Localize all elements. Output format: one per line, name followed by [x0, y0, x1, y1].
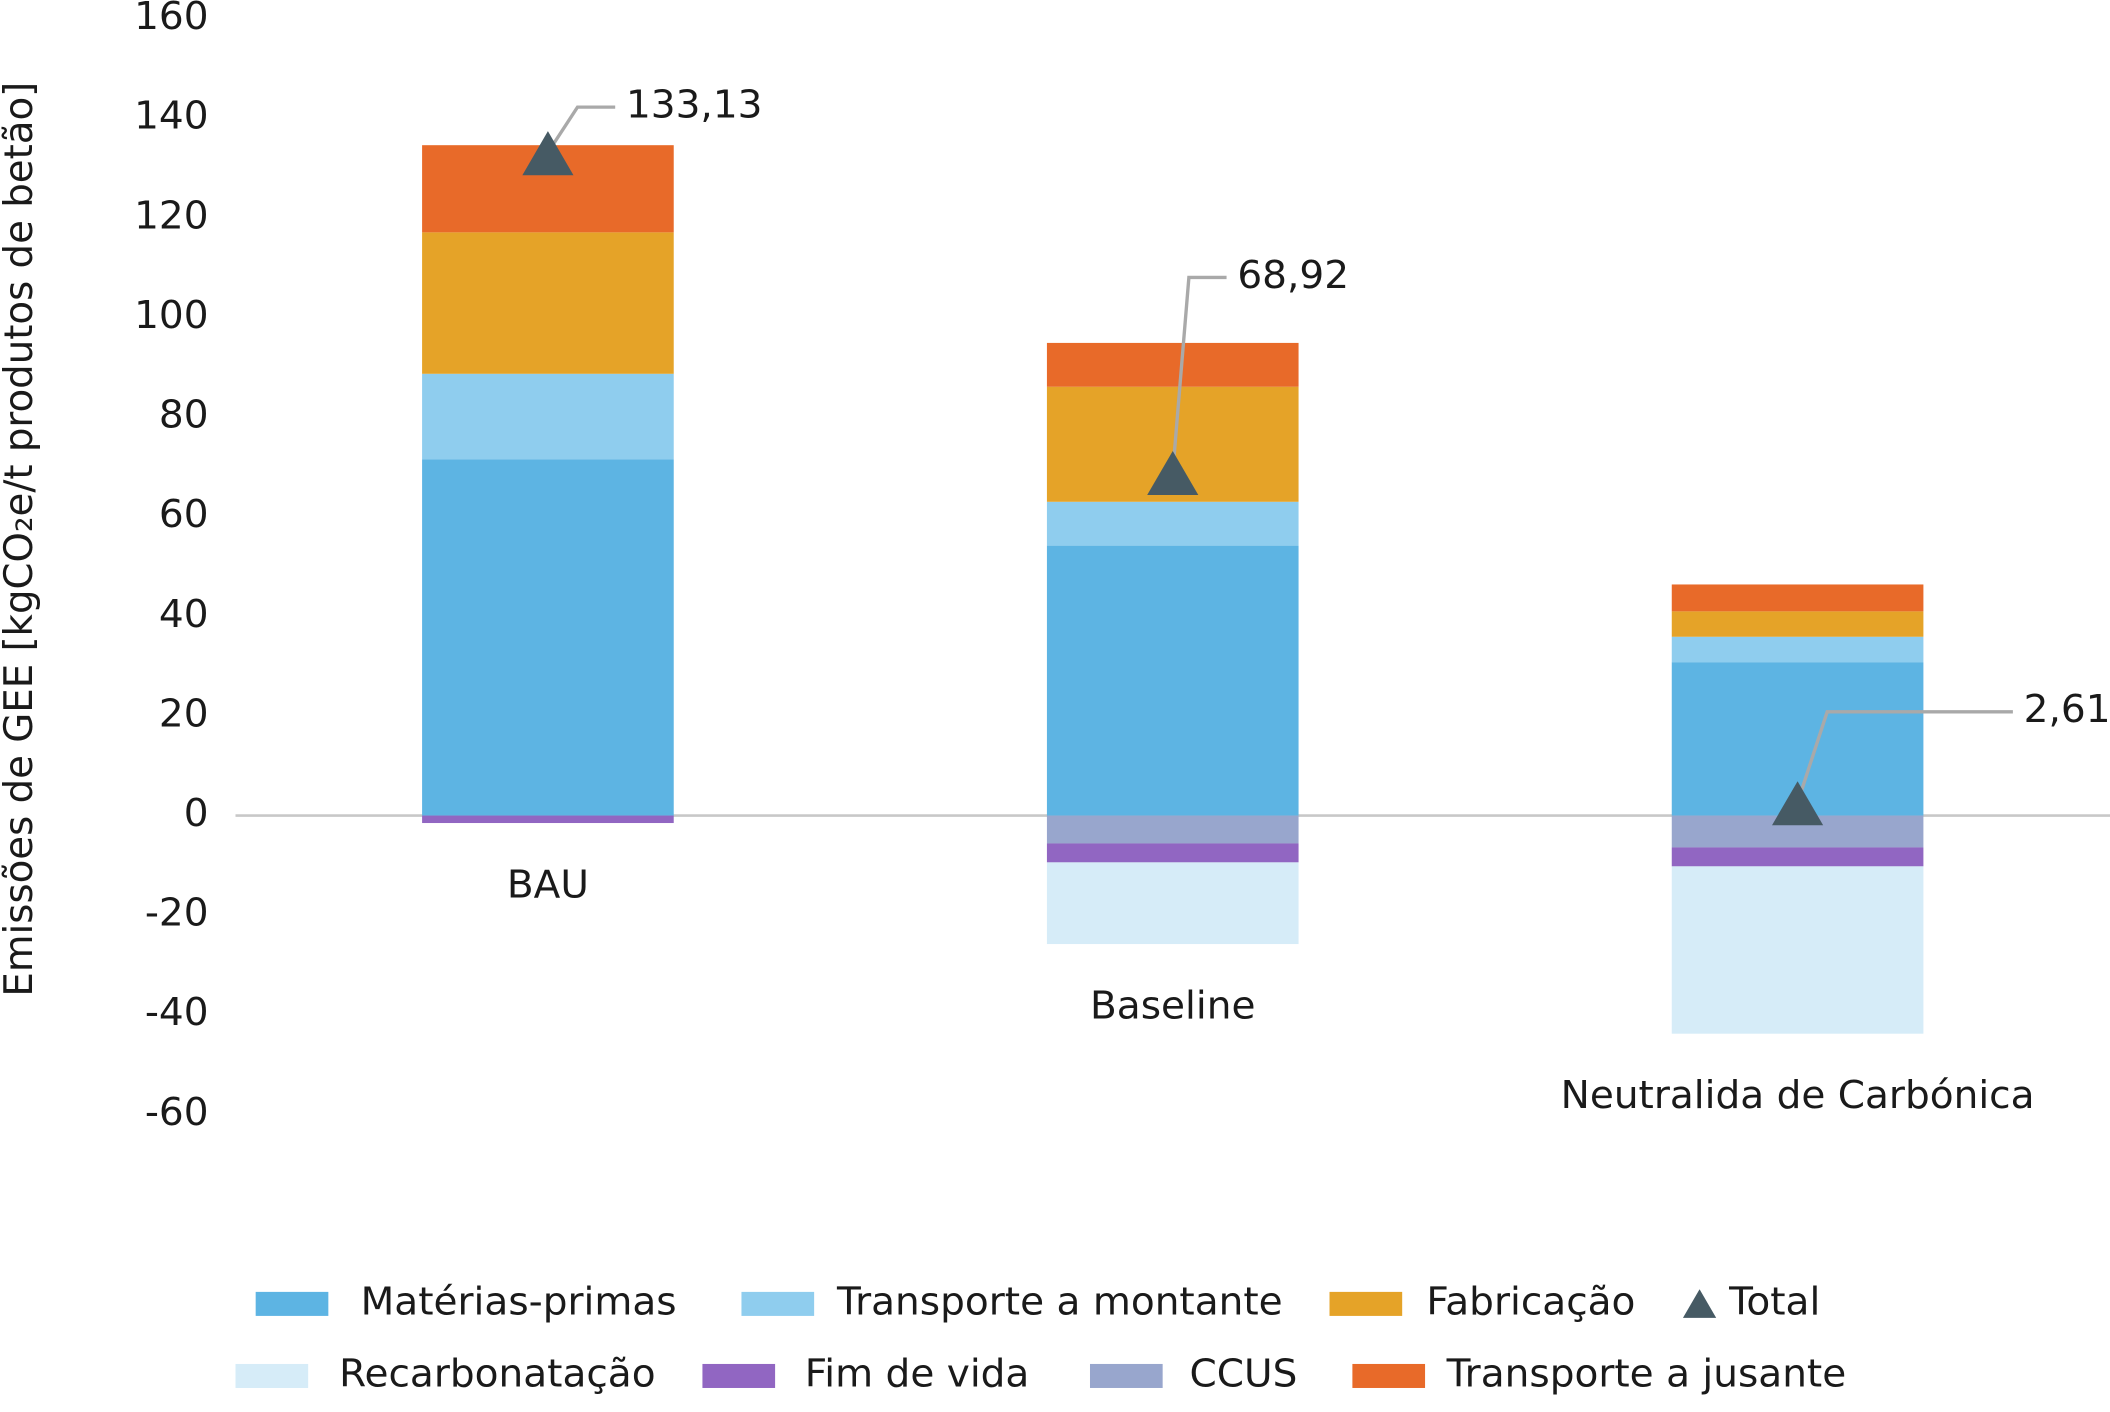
- legend-label: Fim de vida: [805, 1352, 1030, 1397]
- leader-line: [1171, 275, 1227, 473]
- value-label: 133,13: [626, 83, 763, 128]
- bar-segment: [1046, 501, 1299, 546]
- x-tick-label: Baseline: [1090, 984, 1255, 1029]
- bar-segment: [1046, 862, 1299, 945]
- legend-swatch: [1329, 1291, 1403, 1316]
- leader-line: [546, 105, 616, 154]
- y-tick-label: -40: [145, 990, 209, 1035]
- y-tick-label: 20: [159, 692, 209, 737]
- y-tick-label: 140: [134, 94, 208, 139]
- bar-segment: [1671, 847, 1924, 867]
- legend-label: Matérias-primas: [361, 1279, 677, 1324]
- bar-segment: [422, 232, 674, 374]
- y-tick-label: 60: [159, 492, 209, 537]
- legend-swatch: [702, 1363, 776, 1388]
- x-tick-label: BAU: [507, 863, 589, 908]
- leader-line: [1795, 710, 2013, 804]
- bar-segment: [1671, 611, 1924, 637]
- value-label: 68,92: [1237, 253, 1349, 298]
- total-marker: [522, 131, 574, 176]
- bar-segment: [1046, 815, 1299, 844]
- x-tick-label: Neutralida de Carbónica: [1561, 1073, 2035, 1118]
- y-tick-label: -60: [145, 1090, 209, 1135]
- bar-segment: [1046, 342, 1299, 387]
- y-tick-label: -20: [145, 891, 209, 936]
- legend-label: Transporte a jusante: [1446, 1352, 1847, 1397]
- y-tick-label: 160: [134, 0, 208, 39]
- y-tick-label: 0: [184, 791, 209, 836]
- bar-segment: [1671, 866, 1924, 1034]
- legend-swatch: [235, 1363, 309, 1388]
- bar-segment: [422, 459, 674, 816]
- legend-swatch: [741, 1291, 815, 1316]
- legend-label: Transporte a montante: [836, 1279, 1283, 1324]
- bar-segment: [422, 815, 674, 824]
- legend-swatch: [255, 1291, 329, 1316]
- y-axis-label: Emissões de GEE [kgCO₂e/t produtos de be…: [0, 82, 42, 997]
- total-marker: [1772, 781, 1824, 826]
- bar-segment: [1046, 545, 1299, 816]
- total-marker: [1147, 450, 1199, 495]
- legend-label: Total: [1728, 1279, 1820, 1324]
- y-tick-label: 120: [134, 194, 208, 239]
- y-tick-label: 100: [134, 293, 208, 338]
- bar-segment: [1671, 584, 1924, 612]
- y-tick-label: 80: [159, 393, 209, 438]
- legend-marker: [1682, 1289, 1717, 1318]
- bar-segment: [1046, 843, 1299, 863]
- legend-label: Fabricação: [1426, 1279, 1635, 1324]
- y-tick-label: 40: [159, 592, 209, 637]
- legend-swatch: [1352, 1363, 1426, 1388]
- bar-segment: [422, 373, 674, 460]
- bar-segment: [1671, 636, 1924, 663]
- legend-label: Recarbonatação: [339, 1352, 656, 1397]
- legend-label: CCUS: [1190, 1352, 1298, 1397]
- legend-swatch: [1089, 1363, 1163, 1388]
- value-label: 2,61: [2024, 687, 2110, 732]
